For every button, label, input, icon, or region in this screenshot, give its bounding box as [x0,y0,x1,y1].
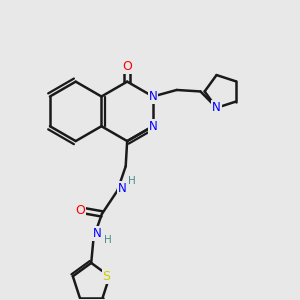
Text: N: N [148,120,157,133]
Text: H: H [128,176,136,186]
Text: N: N [118,182,127,194]
Text: H: H [104,235,111,245]
Text: O: O [75,204,85,217]
Text: N: N [212,101,221,114]
Text: N: N [148,90,157,103]
Text: N: N [93,227,102,240]
Text: S: S [103,270,111,283]
Text: O: O [122,60,132,73]
